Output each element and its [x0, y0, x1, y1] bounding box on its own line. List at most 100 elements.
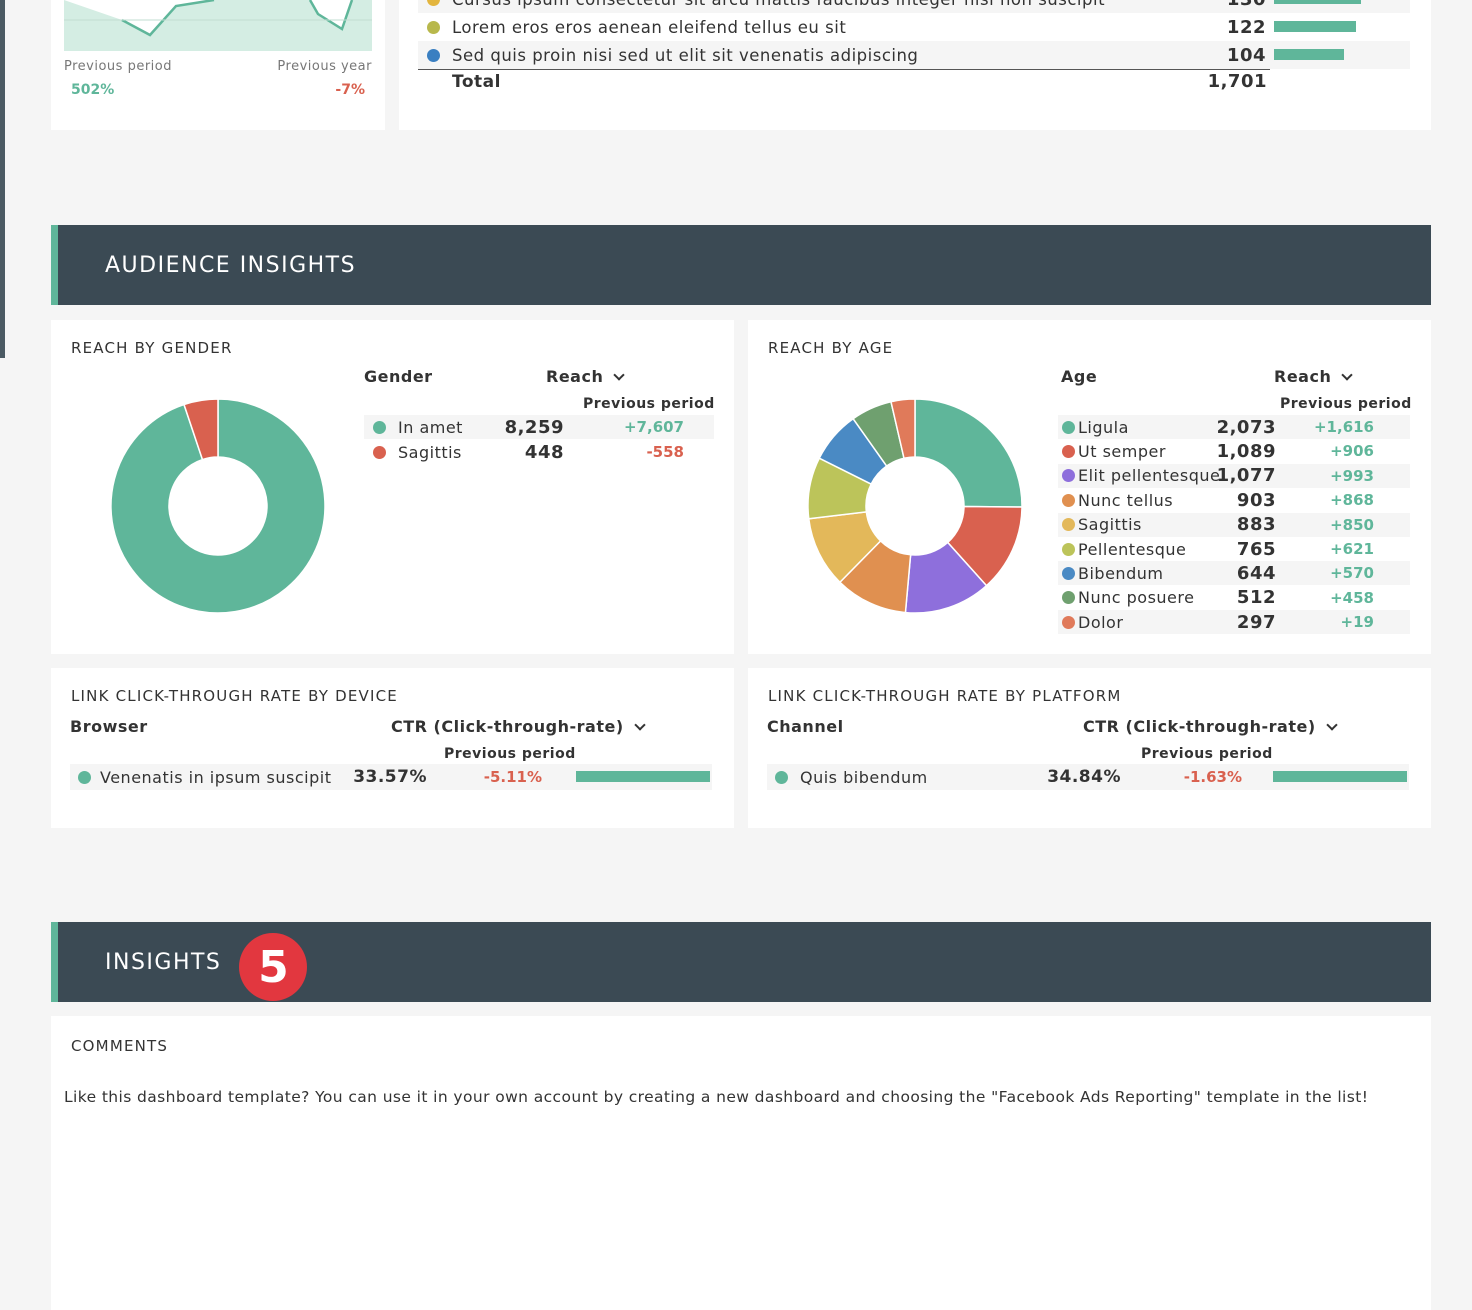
table-row: Cursus ipsum consectetur sit arcu mattis… — [418, 0, 1410, 13]
table-row: Nunc tellus 903 +868 — [1058, 488, 1410, 512]
row-value: 448 — [524, 441, 564, 463]
table-row: Sagittis 883 +850 — [1058, 512, 1410, 537]
row-change: -1.63% — [1183, 768, 1242, 786]
col-channel: Channel — [767, 717, 844, 736]
chevron-down-icon[interactable] — [613, 369, 626, 381]
legend-dot — [427, 0, 440, 6]
card-title: COMMENTS — [71, 1037, 169, 1055]
row-change: +993 — [1330, 466, 1374, 485]
prev-year-value: -7% — [335, 82, 365, 98]
row-label: Quis bibendum — [800, 767, 928, 787]
row-label: Elit pellentesque — [1078, 466, 1221, 486]
legend-dot — [1062, 444, 1075, 458]
col-ctr-label: CTR (Click-through-rate) — [1083, 717, 1316, 736]
table-row: Nunc posuere 512 +458 — [1058, 586, 1410, 610]
legend-dot — [1062, 518, 1075, 532]
table-row: Ligula 2,073 +1,616 — [1058, 415, 1410, 439]
card-title: LINK CLICK-THROUGH RATE BY PLATFORM — [768, 687, 1122, 705]
legend-dot — [1062, 615, 1075, 629]
table-row: Ut semper 1,089 +906 — [1058, 439, 1410, 463]
col-reach-sort[interactable]: Reach — [1274, 367, 1354, 386]
row-value: 297 — [1236, 611, 1276, 633]
table-row: Venenatis in ipsum suscipit 33.57% -5.11% — [70, 764, 712, 790]
comment-text: Like this dashboard template? You can us… — [64, 1088, 1369, 1106]
legend-dot — [1062, 493, 1075, 507]
total-label: Total — [452, 72, 501, 92]
row-value: 883 — [1236, 514, 1276, 536]
total-value: 1,701 — [1207, 71, 1267, 92]
col-gender: Gender — [364, 367, 433, 386]
chevron-down-icon[interactable] — [1325, 719, 1338, 731]
row-label: Sagittis — [398, 442, 462, 462]
reach-by-gender-card: REACH BY GENDER Gender Reach Previous pe… — [51, 320, 734, 654]
row-change: +906 — [1330, 442, 1374, 461]
pie-slice-in-amet[interactable] — [110, 398, 326, 614]
row-value: 765 — [1236, 538, 1276, 560]
row-value: 8,259 — [504, 416, 564, 438]
insights-header: INSIGHTS 5 — [51, 922, 1431, 1002]
row-value: 1,077 — [1216, 465, 1276, 487]
table-row: Pellentesque 765 +621 — [1058, 537, 1410, 561]
section-title: INSIGHTS — [105, 949, 222, 975]
row-change: +570 — [1330, 564, 1374, 583]
row-label: Venenatis in ipsum suscipit — [100, 767, 332, 787]
legend-dot — [1062, 591, 1075, 605]
card-title: LINK CLICK-THROUGH RATE BY DEVICE — [71, 687, 398, 705]
row-change: -558 — [646, 443, 684, 461]
row-label: Cursus ipsum consectetur sit arcu mattis… — [452, 0, 1105, 9]
row-bar — [576, 771, 710, 782]
row-value: 1,089 — [1216, 440, 1276, 462]
row-label: Pellentesque — [1078, 539, 1187, 559]
age-donut-chart — [807, 398, 1023, 614]
table-row: Sed quis proin nisi sed ut elit sit vene… — [418, 41, 1410, 69]
col-previous-period: Previous period — [583, 396, 715, 412]
left-edge-bar — [0, 0, 5, 358]
chevron-down-icon[interactable] — [633, 719, 646, 731]
ctr-by-platform-card: LINK CLICK-THROUGH RATE BY PLATFORM Chan… — [748, 668, 1431, 828]
table-row: In amet 8,259 +7,607 — [364, 415, 714, 439]
pie-slice-dolor[interactable] — [890, 398, 916, 460]
col-previous-period: Previous period — [1141, 746, 1273, 762]
table-row: Sagittis 448 -558 — [364, 440, 714, 464]
col-reach-label: Reach — [1274, 367, 1332, 386]
prev-period-label: Previous period — [64, 59, 172, 74]
gender-donut-chart — [110, 398, 326, 614]
legend-dot — [1062, 566, 1075, 580]
col-reach-sort[interactable]: Reach — [546, 367, 626, 386]
row-label: Sed quis proin nisi sed ut elit sit vene… — [452, 45, 919, 65]
row-label: Dolor — [1078, 612, 1124, 632]
row-label: Sagittis — [1078, 515, 1142, 535]
row-label: Ut semper — [1078, 441, 1166, 461]
table-row: Bibendum 644 +570 — [1058, 561, 1410, 586]
comments-card: COMMENTS Like this dashboard template? Y… — [51, 1016, 1431, 1310]
sparkline-chart — [64, 0, 372, 51]
pie-slice-sagittis[interactable] — [183, 398, 219, 461]
row-value: 130 — [1227, 0, 1266, 10]
row-bar — [1274, 0, 1361, 4]
table-row: Dolor 297 +19 — [1058, 610, 1410, 635]
row-value: 644 — [1236, 562, 1276, 584]
legend-dot — [1062, 420, 1075, 434]
total-divider — [418, 69, 1270, 70]
legend-dot — [1062, 469, 1075, 483]
row-change: +458 — [1330, 588, 1374, 607]
card-title: REACH BY AGE — [768, 339, 894, 357]
chevron-down-icon[interactable] — [1341, 369, 1354, 381]
legend-dot — [1062, 542, 1075, 556]
row-change: +868 — [1330, 491, 1374, 510]
row-value: 104 — [1226, 44, 1266, 66]
row-value: 34.84% — [1047, 767, 1121, 787]
sparkline-card: Previous period Previous year 502% -7% — [51, 0, 385, 130]
pie-slice-ligula[interactable] — [914, 398, 1023, 508]
row-change: +850 — [1330, 515, 1374, 534]
col-ctr-sort[interactable]: CTR (Click-through-rate) — [391, 717, 646, 736]
row-change: +7,607 — [623, 418, 684, 436]
table-row: Lorem eros eros aenean eleifend tellus e… — [418, 13, 1410, 41]
col-reach-label: Reach — [546, 367, 604, 386]
legend-dot — [427, 48, 440, 62]
row-value: 122 — [1226, 16, 1266, 38]
col-ctr-sort[interactable]: CTR (Click-through-rate) — [1083, 717, 1338, 736]
col-browser: Browser — [70, 717, 148, 736]
legend-dot — [78, 770, 91, 784]
col-previous-period: Previous period — [444, 746, 576, 762]
